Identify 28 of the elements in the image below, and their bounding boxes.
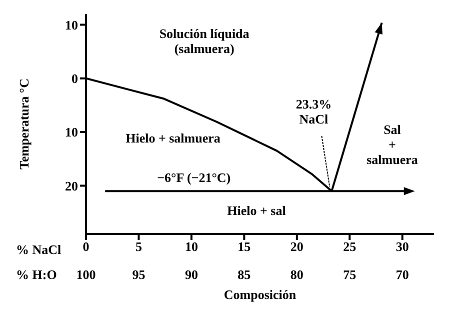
y-tick-label: 10 [65,17,78,32]
x-tick-label: 30 [396,239,409,254]
x2-tick-label: 75 [343,266,357,282]
y-tick-label: 10 [65,124,78,140]
y-tick-label: 0 [72,71,78,86]
annotation: Sal + salmuera [366,122,418,167]
x2-tick-label: 90 [184,266,198,282]
x-tick-label: 5 [135,239,142,254]
annotation: Hielo + sal [227,202,286,218]
x-axis-title: % NaCl [16,242,62,257]
x-tick-label: 15 [238,239,252,254]
x2-tick-label: 80 [290,266,304,282]
x-tick-label: 20 [290,239,304,254]
x-tick-label: 25 [343,239,357,254]
x-tick-label: 0 [82,239,90,254]
annotation: Solución líquida (salmuera) [159,26,250,56]
ref-line-label: −6°F (−21°C) [157,170,231,186]
x2-tick-label: 85 [238,266,252,282]
x2-tick-label: 100 [76,266,96,282]
x2-tick-label: 70 [396,266,409,282]
annotation: Hielo + salmuera [126,130,221,146]
text: Composición [224,286,297,302]
y-axis-title: Temperatura °C [16,78,32,170]
x-tick-label: 10 [184,239,198,254]
x2-axis-title: % H:O [16,266,57,282]
annotation: 23.3% NaCl [296,96,332,127]
y-tick-label: 20 [65,178,78,194]
x2-tick-label: 95 [132,266,146,282]
